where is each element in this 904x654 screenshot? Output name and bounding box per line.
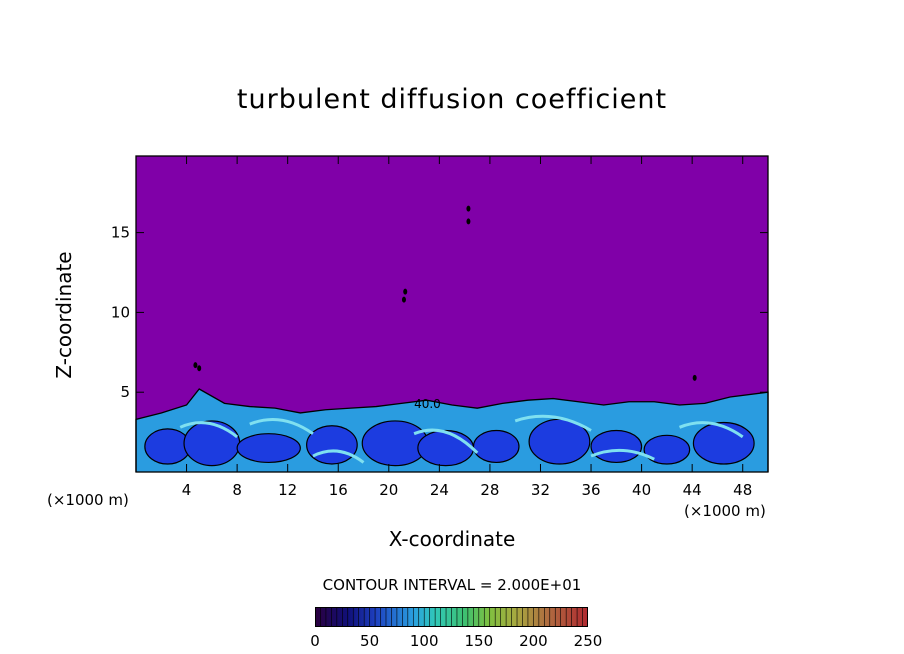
spot-3 [403,289,407,295]
eddy-6 [418,431,474,466]
spot-7 [197,365,201,371]
spot-5 [193,362,197,368]
spot-1 [466,206,470,212]
y-tick-label: 5 [120,383,130,401]
x-axis-label: X-coordinate [0,527,904,551]
contour-interval-text: CONTOUR INTERVAL = 2.000E+01 [0,576,904,594]
spot-2 [466,218,470,224]
x-tick-label: 16 [329,481,348,499]
eddy-9 [591,431,642,463]
x-tick-label: 20 [379,481,398,499]
eddy-3 [237,434,300,463]
eddy-4 [307,426,358,464]
colorbar-tick-label: 0 [310,632,320,650]
x-tick-label: 12 [278,481,297,499]
x-tick-label: 28 [480,481,499,499]
x-tick-label: 32 [531,481,550,499]
colorbar-tick-label: 250 [574,632,603,650]
eddy-7 [473,431,519,463]
colorbar-ticks [315,607,588,627]
x-tick-label: 24 [430,481,449,499]
eddy-5 [362,421,428,466]
x-unit-label-right: (×1000 m) [684,502,766,520]
colorbar-tick-label: 150 [464,632,493,650]
eddy-11 [693,423,754,464]
eddy-2 [184,421,240,466]
colorbar-tick-label: 50 [360,632,379,650]
spot-6 [693,375,697,381]
x-tick-label: 4 [182,481,192,499]
eddy-1 [145,429,191,464]
y-axis-label: Z-coordinate [49,215,79,415]
x-tick-label: 8 [232,481,242,499]
x-unit-label-left: (×1000 m) [47,491,129,509]
colorbar-tick-label: 100 [410,632,439,650]
x-tick-label: 48 [733,481,752,499]
x-tick-label: 40 [632,481,651,499]
colorbar-tick-label: 200 [519,632,548,650]
y-tick-label: 15 [111,224,130,242]
x-tick-label: 36 [581,481,600,499]
y-tick-label: 10 [111,303,130,321]
spot-4 [402,297,406,303]
contour-label: 40.0 [414,397,441,411]
x-tick-label: 44 [683,481,702,499]
eddy-10 [644,435,690,464]
